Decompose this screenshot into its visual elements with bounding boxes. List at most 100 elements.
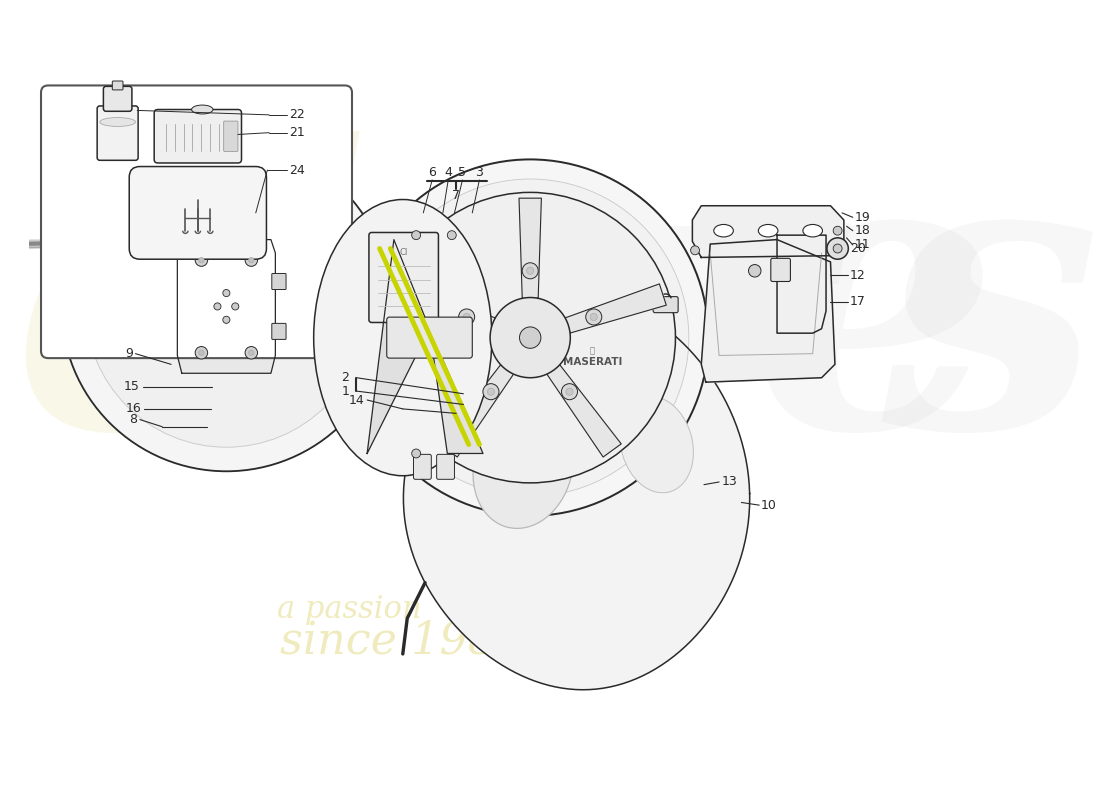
Circle shape bbox=[245, 254, 257, 266]
Circle shape bbox=[352, 159, 708, 516]
Text: 22: 22 bbox=[288, 108, 305, 122]
Ellipse shape bbox=[620, 396, 693, 493]
Circle shape bbox=[585, 309, 602, 325]
Circle shape bbox=[245, 346, 257, 359]
Text: 9: 9 bbox=[125, 347, 133, 360]
Text: 16: 16 bbox=[126, 402, 142, 415]
Polygon shape bbox=[777, 235, 826, 333]
Circle shape bbox=[448, 230, 456, 240]
Circle shape bbox=[459, 309, 475, 325]
Circle shape bbox=[748, 265, 761, 277]
Polygon shape bbox=[439, 365, 514, 457]
Circle shape bbox=[223, 290, 230, 297]
Polygon shape bbox=[394, 284, 495, 333]
Circle shape bbox=[463, 314, 470, 321]
FancyBboxPatch shape bbox=[437, 454, 454, 479]
Circle shape bbox=[411, 230, 420, 240]
Circle shape bbox=[195, 346, 208, 359]
FancyBboxPatch shape bbox=[272, 274, 286, 290]
Text: MASERATI: MASERATI bbox=[563, 357, 623, 366]
Text: 2: 2 bbox=[341, 371, 350, 384]
Text: s: s bbox=[881, 131, 1100, 509]
Circle shape bbox=[372, 179, 689, 496]
Circle shape bbox=[519, 327, 541, 348]
Ellipse shape bbox=[537, 344, 643, 394]
Text: 🔱: 🔱 bbox=[590, 346, 595, 355]
Polygon shape bbox=[177, 240, 275, 374]
Text: 14: 14 bbox=[349, 394, 364, 406]
Text: 13: 13 bbox=[722, 475, 737, 489]
Text: 7: 7 bbox=[452, 190, 460, 202]
Circle shape bbox=[827, 238, 848, 259]
Text: 10: 10 bbox=[761, 498, 777, 512]
Circle shape bbox=[195, 254, 208, 266]
Text: CI: CI bbox=[399, 249, 408, 258]
Text: 8: 8 bbox=[129, 413, 138, 426]
Circle shape bbox=[62, 142, 392, 471]
Text: l: l bbox=[222, 131, 370, 509]
FancyBboxPatch shape bbox=[653, 297, 678, 313]
FancyBboxPatch shape bbox=[272, 323, 286, 339]
Circle shape bbox=[561, 384, 578, 400]
Text: r: r bbox=[621, 131, 826, 509]
Ellipse shape bbox=[191, 105, 213, 114]
Text: 1: 1 bbox=[341, 385, 350, 398]
Text: 20: 20 bbox=[850, 242, 866, 255]
Text: since 1985: since 1985 bbox=[280, 619, 525, 662]
Text: 3: 3 bbox=[475, 166, 483, 179]
FancyBboxPatch shape bbox=[223, 121, 238, 151]
Circle shape bbox=[591, 314, 597, 321]
Polygon shape bbox=[404, 298, 750, 690]
Circle shape bbox=[691, 246, 700, 254]
Circle shape bbox=[86, 166, 367, 447]
Ellipse shape bbox=[758, 225, 778, 237]
Circle shape bbox=[199, 258, 205, 262]
Circle shape bbox=[223, 316, 230, 323]
Polygon shape bbox=[519, 198, 541, 298]
Ellipse shape bbox=[100, 118, 135, 126]
Circle shape bbox=[249, 258, 254, 262]
Circle shape bbox=[522, 262, 538, 279]
Text: 21: 21 bbox=[288, 126, 305, 139]
Circle shape bbox=[249, 350, 254, 355]
Circle shape bbox=[385, 192, 675, 483]
Text: 6: 6 bbox=[428, 166, 436, 179]
Text: e: e bbox=[12, 131, 260, 509]
Text: 24: 24 bbox=[288, 164, 305, 177]
FancyBboxPatch shape bbox=[97, 106, 139, 160]
Circle shape bbox=[565, 388, 573, 395]
Polygon shape bbox=[367, 240, 429, 454]
FancyBboxPatch shape bbox=[41, 86, 352, 358]
Ellipse shape bbox=[314, 199, 492, 476]
Text: 17: 17 bbox=[850, 295, 866, 309]
Polygon shape bbox=[702, 240, 835, 382]
Text: 11: 11 bbox=[855, 238, 870, 251]
Text: 18: 18 bbox=[855, 224, 870, 237]
Text: 4: 4 bbox=[444, 166, 452, 179]
FancyBboxPatch shape bbox=[129, 166, 266, 259]
Text: a passion: a passion bbox=[277, 594, 421, 625]
Circle shape bbox=[213, 303, 221, 310]
Text: 12: 12 bbox=[850, 269, 866, 282]
Circle shape bbox=[527, 267, 534, 274]
FancyBboxPatch shape bbox=[154, 110, 242, 163]
Polygon shape bbox=[565, 284, 667, 333]
Circle shape bbox=[411, 449, 420, 458]
Circle shape bbox=[491, 298, 570, 378]
Circle shape bbox=[833, 244, 843, 253]
Ellipse shape bbox=[473, 406, 573, 529]
Circle shape bbox=[483, 384, 499, 400]
Polygon shape bbox=[547, 365, 622, 457]
Text: 5: 5 bbox=[459, 166, 466, 179]
FancyBboxPatch shape bbox=[112, 81, 123, 90]
Text: 19: 19 bbox=[855, 211, 870, 224]
FancyBboxPatch shape bbox=[414, 454, 431, 479]
Circle shape bbox=[833, 226, 843, 235]
FancyBboxPatch shape bbox=[771, 258, 791, 282]
Circle shape bbox=[232, 303, 239, 310]
Text: e: e bbox=[751, 131, 999, 509]
Ellipse shape bbox=[714, 225, 734, 237]
Ellipse shape bbox=[803, 225, 823, 237]
FancyBboxPatch shape bbox=[387, 317, 472, 358]
Circle shape bbox=[199, 350, 205, 355]
